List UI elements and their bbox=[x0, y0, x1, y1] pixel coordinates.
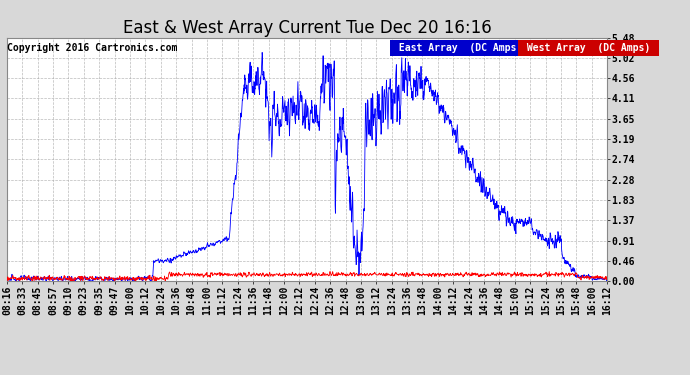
Text: Copyright 2016 Cartronics.com: Copyright 2016 Cartronics.com bbox=[7, 43, 177, 53]
Title: East & West Array Current Tue Dec 20 16:16: East & West Array Current Tue Dec 20 16:… bbox=[123, 20, 491, 38]
Text: East Array  (DC Amps): East Array (DC Amps) bbox=[393, 43, 529, 53]
Text: West Array  (DC Amps): West Array (DC Amps) bbox=[521, 43, 656, 53]
